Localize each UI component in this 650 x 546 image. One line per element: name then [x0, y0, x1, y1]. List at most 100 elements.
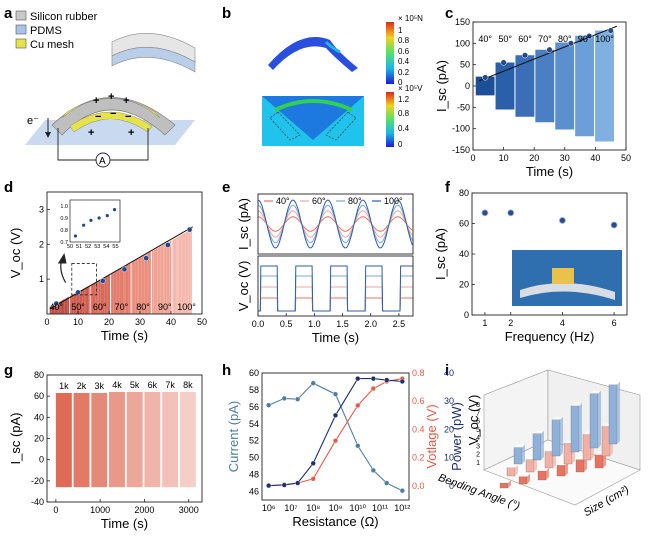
bar-top	[609, 381, 620, 385]
arch-cu-top	[61, 97, 161, 119]
bar-top	[500, 480, 511, 484]
angle-label: 60°	[518, 34, 532, 44]
y-tick-label-current: 60	[249, 368, 259, 378]
y-tick-label-current: 56	[249, 402, 259, 412]
fit-line	[478, 25, 618, 82]
y-axis-label-current: Current (pA)	[226, 401, 241, 473]
inset-point	[97, 216, 101, 220]
angle-label: 70°	[538, 34, 552, 44]
bar-front	[589, 393, 599, 449]
inset-y-tick: 0.7	[60, 240, 68, 246]
cu-mesh-patch	[552, 268, 574, 284]
bar-front	[518, 476, 528, 485]
x-axis-label: Time (s)	[101, 516, 148, 531]
y-axis-label: I_sc (pA)	[8, 412, 23, 464]
x-tick-label: 4	[560, 318, 565, 328]
data-point	[482, 74, 489, 81]
legend-swatch-silicon	[15, 10, 27, 21]
cycle-label: 4k	[112, 380, 122, 390]
angle-label: 100°	[177, 302, 196, 312]
y-tick-label-current: 48	[249, 470, 259, 480]
data-point	[165, 242, 171, 248]
electron-label: e⁻	[27, 115, 39, 127]
x-tick-label: 40	[166, 317, 176, 327]
voltage-trace	[258, 275, 413, 312]
y-tick-label-current: 58	[249, 385, 259, 395]
x-axis-label: Time (s)	[101, 328, 148, 343]
z-axis-label: V_oc (V)	[466, 395, 481, 446]
current-block	[179, 391, 196, 488]
legend-swatch-pdms	[15, 24, 27, 35]
y-tick-label: -100	[452, 124, 470, 134]
current-point	[295, 396, 301, 402]
chart-f: 80 60 40 20 0 1 2 4 6 Frequency (Hz) I_sc (pA)	[433, 188, 628, 344]
current-oscillation-segment	[475, 76, 495, 96]
cb1-tick: 0.2	[398, 68, 410, 77]
bar-top	[552, 416, 563, 420]
bar-top	[514, 444, 525, 448]
bar-front	[525, 459, 535, 473]
data-point	[75, 289, 81, 296]
x-tick-label: 20	[529, 153, 539, 163]
y-tick-label: 80	[34, 370, 44, 380]
inset-point	[89, 218, 93, 222]
voltage-pulse-segment	[172, 229, 192, 314]
electrode-left-outline	[269, 111, 301, 141]
device-3d-side	[111, 47, 196, 73]
plot-frame	[261, 372, 410, 501]
inset-x-tick: 50	[67, 244, 73, 250]
y-tick-label-power: 30	[444, 396, 454, 406]
bar-front	[544, 451, 554, 469]
angle-label: 50°	[71, 302, 85, 312]
legend-label-silicon: Silicon rubber	[30, 11, 98, 23]
data-point	[507, 209, 515, 217]
plot-frame-bottom	[257, 255, 414, 317]
data-point	[559, 217, 566, 224]
power-point	[384, 377, 390, 383]
angle-label: 40°	[49, 302, 63, 312]
potential-ridge	[274, 99, 353, 112]
chart-d: 40° 50° 60° 70° 80° 90° 100°1.00.90.80.750 51 52…	[8, 191, 207, 343]
angle-label: 80°	[558, 34, 572, 44]
y-tick-label-current: 46	[249, 487, 259, 497]
bar-front	[582, 434, 592, 461]
data-point	[567, 40, 574, 47]
bar-front	[601, 426, 611, 457]
colorbar-voltage-ticks: 1.2 0.8 0.4 0	[398, 95, 410, 149]
charge-minus-1: −	[95, 111, 101, 123]
inset-point	[112, 208, 117, 212]
bar-top	[538, 467, 549, 471]
charge-plus-5: +	[128, 127, 134, 139]
charge-minus-2: −	[110, 108, 116, 120]
y-axis-label-voltage: Votlage (V)	[424, 404, 439, 468]
x-tick-label: 1.5	[336, 319, 349, 329]
panel-letter-f: f	[445, 179, 451, 196]
power-point	[310, 460, 316, 466]
angle-label: 90°	[578, 34, 592, 44]
bar-front	[499, 482, 509, 489]
charge-plus-1: +	[93, 95, 99, 107]
panel-f-photo	[512, 250, 622, 306]
data-point	[481, 209, 489, 217]
x-tick-label: 10⁶	[262, 503, 276, 513]
power-point	[281, 482, 287, 488]
x-tick-label: 10¹¹	[372, 503, 388, 513]
y-tick-label-voltage: 0.4	[412, 424, 425, 434]
panel-letter-i: i	[445, 362, 449, 379]
x-tick-label: 10⁸	[306, 503, 320, 513]
inset-x-tick: 55	[112, 244, 118, 250]
x-tick-label: 30	[135, 317, 145, 327]
data-point	[143, 255, 150, 262]
voltage-trace	[258, 286, 413, 312]
bar-front	[563, 443, 573, 465]
data-point	[121, 266, 128, 273]
data-point	[521, 52, 529, 59]
x-axis-label: Resistance (Ω)	[292, 514, 378, 529]
cycle-label: 6k	[148, 380, 158, 390]
y-tick-label: 0	[39, 455, 44, 465]
current-block	[162, 391, 179, 488]
cb2-tick: 0	[398, 140, 403, 149]
colorbar-force-ticks: 1 0.8 0.6 0.4 0.2 0	[398, 26, 410, 87]
inset-point	[82, 223, 86, 227]
